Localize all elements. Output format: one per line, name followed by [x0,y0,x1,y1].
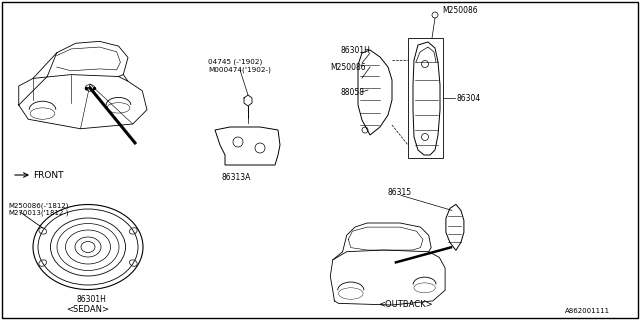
Text: 86301H: 86301H [340,45,370,54]
Text: 86315: 86315 [388,188,412,197]
Text: 86313A: 86313A [221,172,251,181]
Text: M250086(-'1812): M250086(-'1812) [8,203,68,209]
Text: M000474('1902-): M000474('1902-) [208,67,271,73]
Text: A862001111: A862001111 [565,308,610,314]
Text: 86301H: 86301H [76,295,106,305]
Bar [408,38,443,158]
Text: <SEDAN>: <SEDAN> [67,306,109,315]
Text: 86304: 86304 [456,93,480,102]
Text: M270013('1812-): M270013('1812-) [8,210,68,216]
Text: <OUTBACK>: <OUTBACK> [379,300,433,309]
Text: M250086: M250086 [330,62,365,71]
Text: 88058: 88058 [340,87,364,97]
Text: FRONT: FRONT [33,171,63,180]
Text: M250086: M250086 [442,5,477,14]
Text: 04745 (-'1902): 04745 (-'1902) [208,59,262,65]
